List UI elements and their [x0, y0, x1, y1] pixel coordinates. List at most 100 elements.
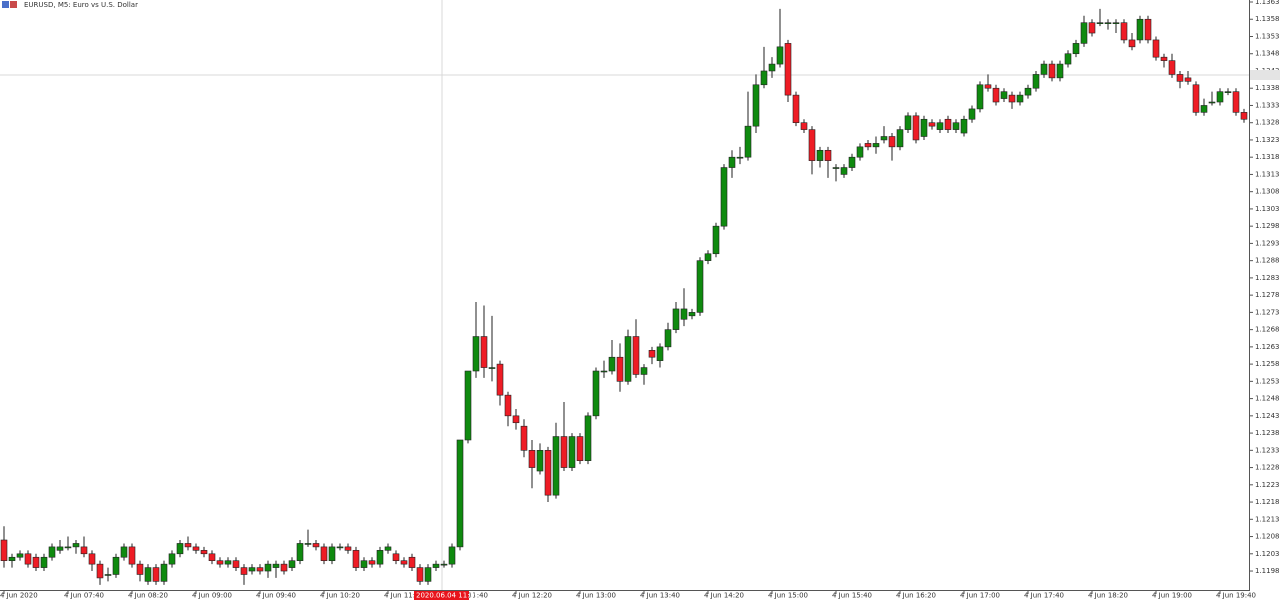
candle-body [600, 370, 608, 373]
y-tick-label: 1.12280 [1255, 464, 1280, 472]
x-tick-label: 4 Jun 14:20 [704, 592, 744, 600]
x-tick-label: 4 Jun 10:20 [320, 592, 360, 600]
flag-icon [10, 1, 17, 8]
flag-icon [2, 1, 9, 8]
candle-body [544, 450, 552, 496]
candle-body [384, 546, 392, 551]
candle-body [1240, 112, 1248, 120]
candle-body [104, 574, 112, 576]
y-tick-label: 1.13580 [1255, 15, 1280, 23]
candle-body [688, 312, 696, 317]
candle-body [1128, 39, 1136, 48]
candle-body [112, 556, 120, 575]
y-tick-label: 1.12430 [1255, 412, 1280, 420]
candle-body [768, 63, 776, 72]
candle-body [944, 118, 952, 130]
candle-body [280, 563, 288, 572]
candle-body [672, 308, 680, 330]
candle-body [1112, 22, 1120, 24]
candle-body [752, 84, 760, 127]
x-tick-label: 4 Jun 19:00 [1152, 592, 1192, 600]
x-tick-label: 4 Jun 17:40 [1024, 592, 1064, 600]
candle-body [1184, 77, 1192, 82]
candle-body [560, 436, 568, 468]
candle-body [920, 118, 928, 137]
y-tick-label: 1.12580 [1255, 360, 1280, 368]
candle-body [1032, 74, 1040, 89]
chart-title: EURUSD, M5: Euro vs U.S. Dollar [24, 1, 138, 9]
y-tick-label: 1.12930 [1255, 239, 1280, 247]
candle-body [1056, 63, 1064, 79]
candle-body [488, 367, 496, 369]
candle-body [728, 156, 736, 168]
x-tick-label: 4 Jun 18:20 [1088, 592, 1128, 600]
y-tick-label: 1.12080 [1255, 533, 1280, 541]
candle-body [880, 136, 888, 141]
candle-body [1120, 22, 1128, 41]
candle-body [1136, 18, 1144, 41]
candle-body [72, 543, 80, 548]
candle-body [992, 87, 1000, 103]
candle-body [1208, 101, 1216, 104]
x-tick-label: 4 Jun 12:20 [512, 592, 552, 600]
y-tick-label: 1.13280 [1255, 119, 1280, 127]
candle-body [536, 450, 544, 472]
candle-body [184, 543, 192, 548]
candle-body [1176, 74, 1184, 82]
candle-body [400, 560, 408, 565]
candle-body [304, 543, 312, 545]
y-tick-label: 1.12330 [1255, 446, 1280, 454]
candle-body [512, 415, 520, 424]
y-tick-label: 1.12230 [1255, 481, 1280, 489]
candles [0, 8, 1248, 585]
candle-body [496, 363, 504, 396]
candle-body [864, 143, 872, 148]
candle-body [464, 370, 472, 441]
x-tick-label: 4 Jun 17:00 [960, 592, 1000, 600]
candle-body [760, 70, 768, 86]
candle-body [552, 436, 560, 496]
candle-body [1024, 87, 1032, 96]
y-tick-label: 1.12630 [1255, 343, 1280, 351]
candle-body [824, 149, 832, 161]
candle-body [776, 46, 784, 65]
candle-body [416, 567, 424, 582]
candle-body [24, 553, 32, 565]
y-tick-label: 1.12030 [1255, 550, 1280, 558]
candle-body [424, 567, 432, 582]
y-tick-label: 1.12480 [1255, 395, 1280, 403]
candle-body [576, 436, 584, 461]
candle-body [872, 143, 880, 148]
y-tick-label: 1.12880 [1255, 257, 1280, 265]
candle-body [1016, 94, 1024, 103]
candle-body [1080, 22, 1088, 44]
candle-body [608, 356, 616, 372]
y-tick-label: 1.12730 [1255, 308, 1280, 316]
candle-body [584, 415, 592, 461]
candle-body [1232, 91, 1240, 113]
y-tick-label: 1.12180 [1255, 498, 1280, 506]
candle-body [312, 543, 320, 548]
candle-body [200, 550, 208, 555]
candle-body [168, 553, 176, 565]
y-tick-label: 1.11980 [1255, 567, 1280, 575]
candle-body [616, 356, 624, 382]
candle-body [568, 436, 576, 468]
candle-body [808, 129, 816, 161]
candle-body [288, 560, 296, 568]
candle-body [120, 546, 128, 558]
candle-body [632, 336, 640, 375]
candle-body [1040, 63, 1048, 75]
candle-body [224, 560, 232, 565]
candle-body [1200, 105, 1208, 113]
candle-body [176, 543, 184, 555]
candle-body [1096, 22, 1104, 24]
y-tick-label: 1.13330 [1255, 101, 1280, 109]
candle-body [344, 546, 352, 551]
candle-body [136, 563, 144, 575]
candle-body [504, 394, 512, 417]
candle-body [1216, 91, 1224, 103]
candle-body [952, 122, 960, 130]
candle-body [976, 84, 984, 110]
x-tick-label: 4 Jun 13:00 [576, 592, 616, 600]
